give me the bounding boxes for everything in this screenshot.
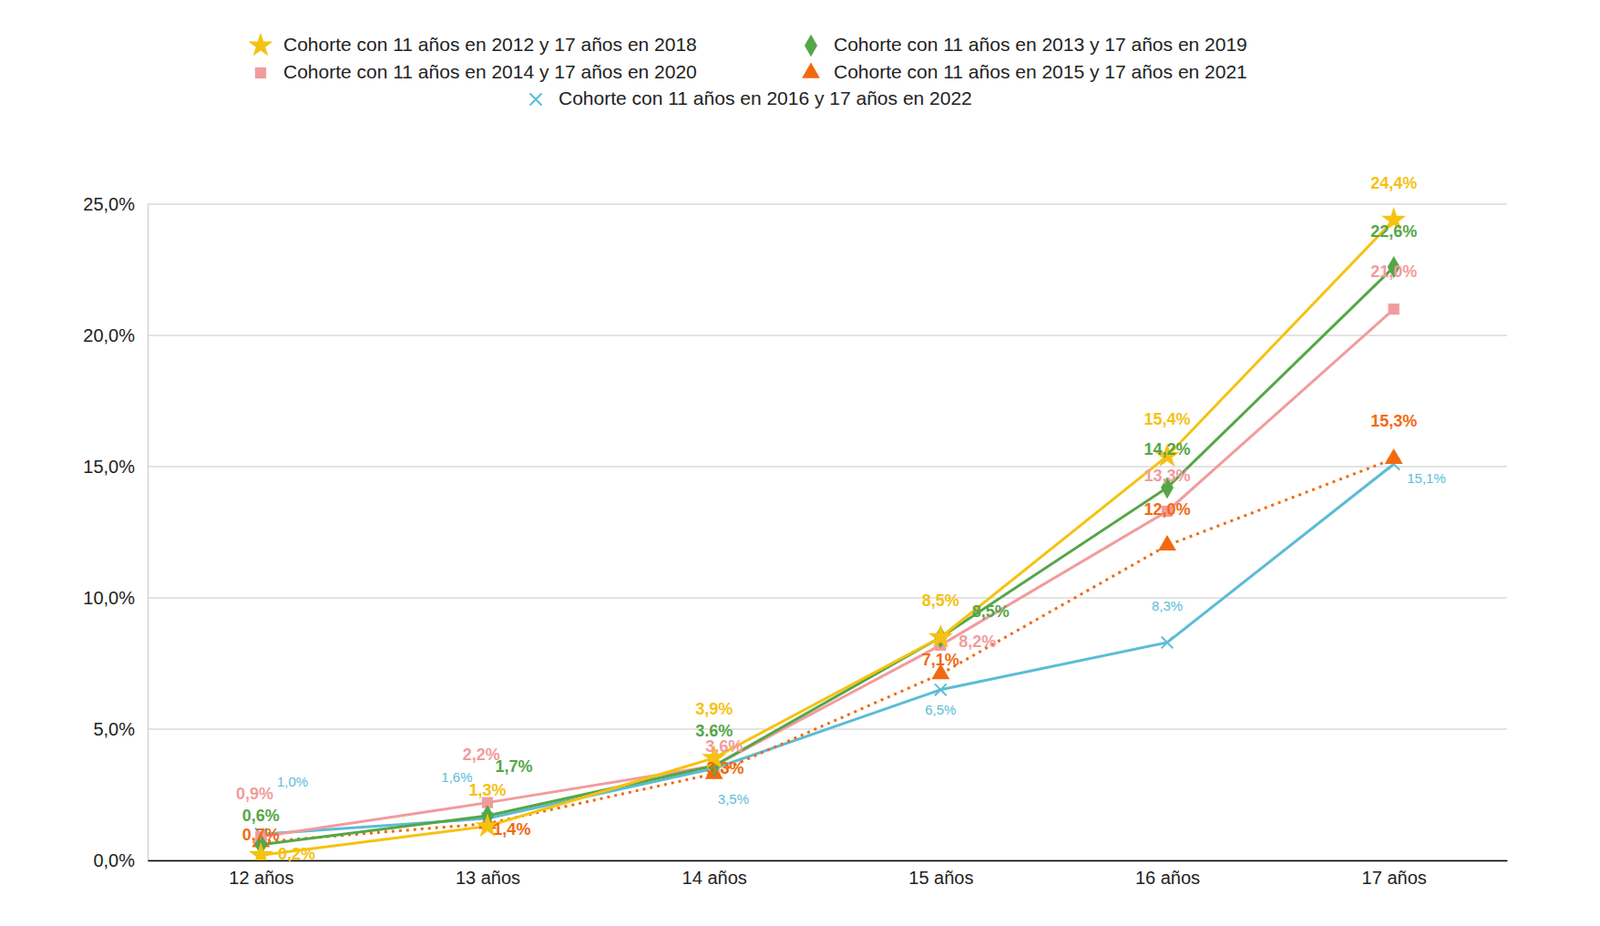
x-tick: 16 años bbox=[1135, 860, 1200, 888]
y-axis: 0,0% 5,0% 10,0% 15,0% 20,0% 25,0% bbox=[82, 194, 148, 871]
data-label: 0,7% bbox=[242, 825, 280, 844]
y-tick-label: 5,0% bbox=[92, 718, 135, 739]
point bbox=[1384, 448, 1404, 464]
data-label: 22,6% bbox=[1370, 222, 1417, 241]
grid-line bbox=[147, 335, 1508, 337]
series-line bbox=[260, 463, 1394, 834]
point bbox=[248, 841, 274, 861]
x-tick-label: 13 años bbox=[455, 867, 521, 888]
data-label: 15,1% bbox=[1406, 470, 1447, 486]
y-tick: 10,0% bbox=[82, 587, 148, 608]
series-line bbox=[260, 219, 1394, 855]
legend-marker bbox=[247, 32, 273, 57]
data-label: 1,3% bbox=[468, 780, 506, 800]
x-axis: 12 años 13 años 14 años 15 años 16 años 17 añ… bbox=[148, 860, 1508, 888]
data-labels: 0,2%1,3%3,9%8,5%15,4%24,4%0,6%1,7%3.6%8,… bbox=[235, 174, 1447, 863]
legend-item: Cohorte con 11 años en 2015 y 17 años en… bbox=[801, 61, 1248, 83]
series-line bbox=[260, 266, 1394, 845]
x-tick: 14 años bbox=[682, 860, 748, 888]
x-axis-line bbox=[148, 860, 1508, 862]
legend-marker bbox=[530, 93, 543, 106]
legend-item: Cohorte con 11 años en 2012 y 17 años en… bbox=[247, 32, 697, 57]
data-label: 3,5% bbox=[717, 790, 749, 807]
x-tick-label: 17 años bbox=[1362, 867, 1427, 888]
legend-marker bbox=[804, 34, 818, 57]
series-line bbox=[260, 308, 1394, 837]
y-tick-label: 10,0% bbox=[82, 587, 135, 608]
data-label: 0,9% bbox=[235, 784, 274, 803]
data-label: 6,5% bbox=[924, 701, 956, 718]
data-label: 8,2% bbox=[958, 632, 996, 651]
legend-item: Cohorte con 11 años en 2016 y 17 años en… bbox=[530, 87, 973, 109]
y-tick: 0,0% bbox=[92, 850, 148, 871]
data-label: 3,9% bbox=[695, 699, 733, 718]
legend-item: Cohorte con 11 años en 2014 y 17 años en… bbox=[255, 61, 698, 83]
y-tick-label: 0,0% bbox=[92, 850, 135, 871]
grid-line bbox=[147, 204, 1508, 206]
data-label: 8,5% bbox=[972, 602, 1010, 621]
data-label: 7,1% bbox=[922, 650, 960, 669]
data-label: 3,3% bbox=[706, 758, 744, 778]
data-label: 2,2% bbox=[462, 745, 501, 764]
data-label: 12,0% bbox=[1143, 500, 1190, 519]
data-label: 13,3% bbox=[1143, 466, 1190, 485]
legend-label: Cohorte con 11 años en 2016 y 17 años en… bbox=[558, 87, 973, 109]
point bbox=[928, 624, 954, 648]
y-tick: 15,0% bbox=[82, 456, 148, 477]
grid bbox=[147, 204, 1508, 861]
legend-marker bbox=[801, 62, 821, 79]
y-tick: 20,0% bbox=[82, 325, 148, 346]
point bbox=[1388, 303, 1400, 315]
x-tick-label: 14 años bbox=[682, 867, 748, 888]
data-label: 1,7% bbox=[495, 757, 534, 776]
x-tick: 12 años bbox=[228, 860, 294, 888]
y-tick: 5,0% bbox=[92, 718, 148, 739]
data-label: 15,3% bbox=[1370, 411, 1417, 431]
legend-label: Cohorte con 11 años en 2012 y 17 años en… bbox=[283, 33, 698, 55]
legend-item: Cohorte con 11 años en 2013 y 17 años en… bbox=[804, 33, 1248, 58]
y-tick-label: 25,0% bbox=[82, 194, 135, 215]
legend: Cohorte con 11 años en 2012 y 17 años en… bbox=[247, 32, 1247, 109]
data-label: 24,4% bbox=[1370, 174, 1417, 193]
y-tick-label: 15,0% bbox=[82, 456, 135, 477]
grid-line bbox=[147, 597, 1508, 599]
data-label: 1,0% bbox=[276, 773, 308, 790]
y-tick-label: 20,0% bbox=[82, 325, 135, 346]
grid-line bbox=[147, 860, 1508, 862]
data-label: 15,4% bbox=[1143, 410, 1190, 429]
legend-label: Cohorte con 11 años en 2014 y 17 años en… bbox=[283, 61, 698, 83]
data-label: 8,5% bbox=[922, 591, 960, 610]
x-tick: 15 años bbox=[908, 860, 974, 888]
legend-label: Cohorte con 11 años en 2015 y 17 años en… bbox=[833, 61, 1248, 83]
data-label: 14,2% bbox=[1143, 440, 1190, 459]
data-label: 0,2% bbox=[277, 844, 316, 863]
y-tick: 25,0% bbox=[82, 194, 148, 215]
legend-label: Cohorte con 11 años en 2013 y 17 años en… bbox=[833, 33, 1248, 55]
grid-line bbox=[147, 466, 1508, 468]
x-tick: 17 años bbox=[1362, 860, 1427, 888]
x-tick-label: 12 años bbox=[228, 867, 294, 888]
data-label: 0,6% bbox=[242, 806, 280, 825]
data-label: 3,6% bbox=[705, 737, 743, 756]
point bbox=[1158, 534, 1177, 551]
data-label: 21,0% bbox=[1370, 262, 1417, 281]
y-axis-line bbox=[147, 205, 149, 862]
point bbox=[1161, 636, 1174, 649]
data-label: 8,3% bbox=[1151, 597, 1183, 614]
series-line bbox=[260, 458, 1394, 842]
chart: 0,0% 5,0% 10,0% 15,0% 20,0% 25,0% 12 años 13 añ… bbox=[0, 0, 1600, 926]
plot-area bbox=[248, 206, 1407, 861]
legend-marker bbox=[255, 67, 267, 79]
point bbox=[934, 683, 947, 696]
data-label: 1,4% bbox=[492, 820, 531, 839]
data-label: 1,6% bbox=[441, 769, 472, 785]
x-tick-label: 15 años bbox=[908, 867, 974, 888]
x-tick: 13 años bbox=[455, 860, 521, 888]
x-tick-label: 16 años bbox=[1135, 867, 1200, 888]
